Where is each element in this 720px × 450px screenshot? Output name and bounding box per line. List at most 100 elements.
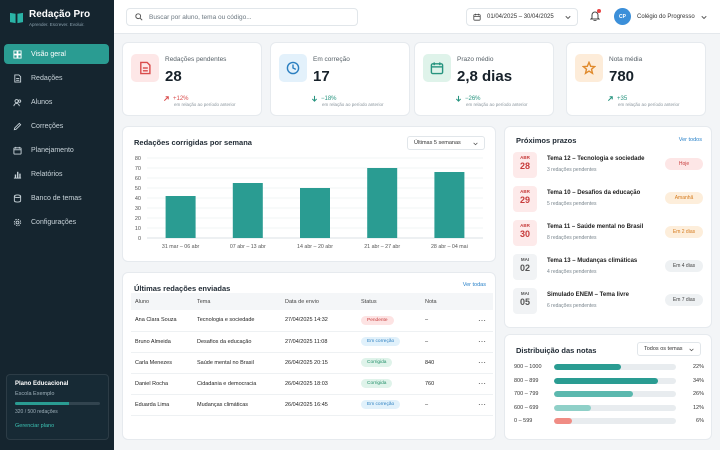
grade-distribution-card: Distribuição das notas Todos os temas 90… (504, 334, 712, 440)
chevron-down-icon (565, 15, 571, 20)
date-cell: 26/04/2025 20:15 (285, 352, 361, 374)
grade-range: 700 – 799 (514, 391, 539, 397)
deadline-item[interactable]: MAI 05 Simulado ENEM – Tema livre 6 redaçõe… (513, 288, 703, 314)
y-tick-label: 60 (135, 176, 141, 182)
distribution-percent: 26% (692, 391, 704, 397)
weeks-select[interactable]: Últimas 5 semanas (407, 136, 485, 150)
weekly-chart-card: Redações corrigidas por semana Últimas 5… (122, 126, 496, 262)
sidebar: Redação Pro Aprender. Escrever. Evoluir.… (0, 0, 114, 450)
search-input[interactable] (149, 13, 349, 21)
table-header: Aluno Tema Data de envio Status Nota (131, 293, 493, 310)
row-menu-button[interactable]: ⋯ (471, 394, 493, 416)
date-range-label: 01/04/2025 – 30/04/2025 (487, 14, 554, 20)
deadline-badge: Em 4 dias (665, 260, 703, 272)
deadline-item[interactable]: ABR 29 Tema 10 – Desafios da educação 5 red… (513, 186, 703, 212)
row-menu-button[interactable]: ⋯ (471, 310, 493, 332)
distribution-row: 600 – 699 12% (514, 403, 704, 413)
sidebar-item-visao-geral[interactable]: Visão geral (4, 44, 109, 64)
deadline-date: ABR 29 (513, 186, 537, 212)
table-row[interactable]: Eduarda Lima Mudanças climáticas 26/04/202… (131, 394, 493, 416)
kpi-subtitle: em relação ao período anterior (174, 102, 236, 107)
row-menu-button[interactable]: ⋯ (471, 331, 493, 353)
user-menu[interactable]: CP Colégio do Progresso (614, 8, 707, 25)
search-icon (135, 13, 143, 21)
student-cell: Carla Menezes (131, 352, 197, 374)
weeks-select-label: Últimas 5 semanas (414, 140, 461, 146)
sidebar-item-label: Alunos (31, 98, 53, 106)
users-icon (13, 98, 22, 106)
distribution-percent: 34% (692, 377, 704, 384)
row-menu-button[interactable]: ⋯ (471, 352, 493, 374)
sidebar-item-relatorios[interactable]: Relatórios (4, 164, 109, 184)
kpi-value: 2,8 dias (457, 68, 513, 85)
sidebar-item-label: Relatórios (31, 170, 63, 178)
kpi-value: 28 (165, 68, 182, 85)
themes-select[interactable]: Todos os temas (637, 342, 701, 356)
sidebar-item-configuracoes[interactable]: Configurações (4, 212, 109, 232)
distribution-row: 0 – 599 6% (514, 416, 704, 426)
sidebar-item-correcoes[interactable]: Correções (4, 116, 109, 136)
column-header[interactable]: Status (361, 293, 425, 310)
column-header[interactable]: Nota (425, 293, 471, 310)
y-tick-label: 50 (135, 186, 141, 192)
date-range-picker[interactable]: 01/04/2025 – 30/04/2025 (466, 8, 578, 26)
deadline-subtitle: 8 redações pendentes (547, 235, 597, 241)
grade-range: 600 – 699 (514, 404, 539, 411)
kpi-card: Em correção 17 −18% em relação ao período a… (270, 42, 410, 116)
deadline-title: Tema 13 – Mudanças climáticas (547, 258, 638, 264)
row-menu-button[interactable]: ⋯ (471, 373, 493, 395)
table-row[interactable]: Ana Clara Souza Tecnologia e sociedade 27/… (131, 310, 493, 332)
brand[interactable]: Redação Pro Aprender. Escrever. Evoluir. (9, 9, 90, 27)
bar[interactable] (300, 188, 330, 238)
theme-cell: Saúde mental no Brasil (197, 352, 285, 374)
table-row[interactable]: Carla Menezes Saúde mental no Brasil 26/04… (131, 352, 493, 374)
column-header[interactable]: Aluno (131, 293, 197, 310)
deadline-date: ABR 28 (513, 152, 537, 178)
status-cell: Corrigida (361, 373, 425, 395)
view-all-essays-link[interactable]: Ver todas (462, 282, 486, 288)
notifications-button[interactable] (589, 9, 601, 23)
arrow-down-icon (455, 95, 462, 102)
column-header[interactable]: Tema (197, 293, 285, 310)
sidebar-item-label: Planejamento (31, 146, 74, 154)
table-row[interactable]: Daniel Rocha Cidadania e democracia 26/04/… (131, 373, 493, 395)
sidebar-nav: Visão geral Redações Alunos Correções Planej… (4, 44, 109, 236)
sidebar-item-alunos[interactable]: Alunos (4, 92, 109, 112)
deadline-item[interactable]: ABR 28 Tema 12 – Tecnologia e sociedade 3 r… (513, 152, 703, 178)
calendar-icon (430, 62, 444, 75)
distribution-bar (554, 364, 622, 370)
kpi-card: Prazo médio 2,8 dias −26% em relação ao per… (414, 42, 554, 116)
sidebar-item-banco-de-temas[interactable]: Banco de temas (4, 188, 109, 208)
sidebar-item-label: Banco de temas (31, 194, 82, 202)
bar[interactable] (367, 168, 398, 238)
sidebar-item-redacoes[interactable]: Redações (4, 68, 109, 88)
distribution-track (554, 418, 676, 424)
chevron-down-icon (689, 348, 694, 351)
bar[interactable] (232, 183, 263, 238)
deadline-title: Tema 10 – Desafios da educação (547, 190, 641, 196)
bar[interactable] (165, 196, 196, 238)
deadline-item[interactable]: ABR 30 Tema 11 – Saúde mental no Brasil 8 r… (513, 220, 703, 246)
deadline-day: 05 (519, 297, 530, 307)
bar[interactable] (434, 172, 465, 238)
manage-plan-link[interactable]: Gerenciar plano (15, 423, 55, 429)
deadline-item[interactable]: MAI 02 Tema 13 – Mudanças climáticas 4 reda… (513, 254, 703, 280)
sidebar-item-planejamento[interactable]: Planejamento (4, 140, 109, 160)
distribution-bar (554, 377, 658, 384)
more-icon: ⋯ (478, 337, 486, 346)
table-row[interactable]: Bruno Almeida Desafios da educação 27/04/2… (131, 331, 493, 353)
column-header[interactable]: Data de envio (285, 293, 361, 310)
view-all-deadlines-link[interactable]: Ver todos (678, 137, 702, 143)
arrow-down-icon (311, 95, 318, 102)
kpi-label: Nota média (609, 56, 643, 63)
grade-range: 900 – 1000 (514, 364, 542, 370)
kpi-delta: −18% (311, 95, 337, 102)
distribution-track (554, 364, 676, 370)
y-tick-label: 40 (135, 196, 141, 202)
search-box[interactable] (126, 8, 358, 26)
database-icon (13, 193, 22, 203)
user-name: Colégio do Progresso (637, 13, 695, 20)
kpi-label: Redações pendentes (165, 56, 227, 63)
student-cell: Daniel Rocha (131, 373, 197, 395)
kpi-delta-value: −18% (321, 95, 337, 102)
